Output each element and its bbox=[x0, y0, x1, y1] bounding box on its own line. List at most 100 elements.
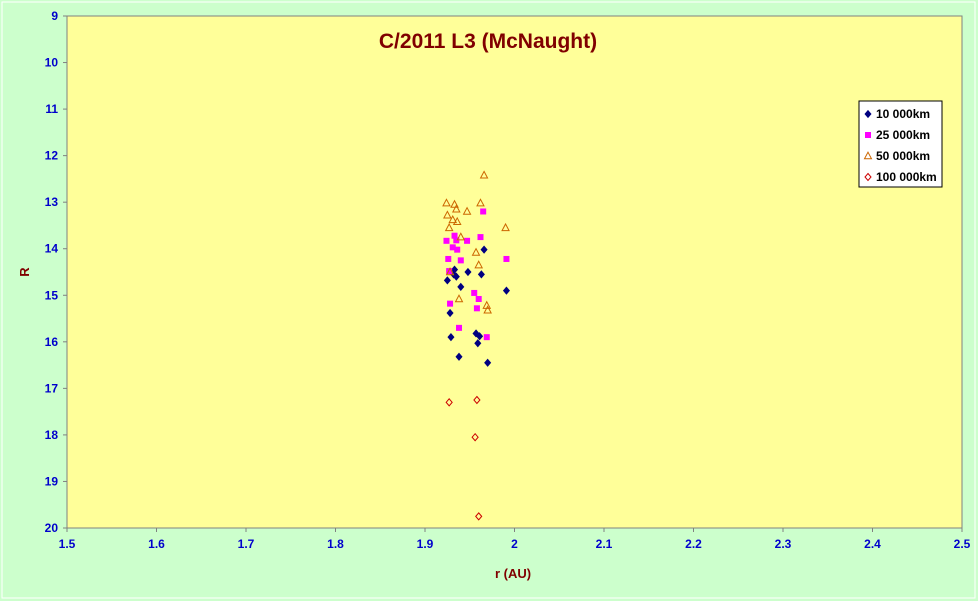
data-point bbox=[457, 257, 464, 264]
data-point bbox=[449, 244, 456, 251]
series-2 bbox=[442, 170, 510, 314]
data-point bbox=[443, 276, 451, 285]
x-tick-label: 1.7 bbox=[238, 537, 255, 551]
x-tick-label: 2.1 bbox=[596, 537, 613, 551]
data-point bbox=[475, 295, 482, 302]
x-tick-label: 2.2 bbox=[685, 537, 702, 551]
legend-label: 100 000km bbox=[876, 170, 937, 184]
data-point bbox=[476, 332, 484, 341]
data-point bbox=[483, 305, 492, 314]
series-layer bbox=[442, 170, 510, 521]
data-point bbox=[464, 267, 472, 277]
data-point bbox=[444, 222, 454, 232]
legend-marker bbox=[864, 109, 872, 119]
x-tick-label: 1.9 bbox=[417, 537, 434, 551]
data-point bbox=[452, 272, 460, 281]
y-tick-label: 17 bbox=[45, 381, 59, 395]
x-tick-label: 2.4 bbox=[864, 537, 881, 551]
data-point bbox=[477, 270, 485, 279]
data-point bbox=[445, 398, 453, 407]
data-point bbox=[445, 267, 455, 276]
data-point bbox=[477, 234, 484, 241]
data-point bbox=[442, 198, 451, 207]
data-point bbox=[443, 237, 450, 244]
data-point bbox=[501, 222, 510, 232]
y-tick-label: 18 bbox=[45, 428, 59, 442]
series-1 bbox=[443, 208, 510, 341]
y-axis: 9 10 11 12 13 14 15 16 17 18 19 20 bbox=[45, 9, 68, 535]
y-tick-label: 16 bbox=[45, 335, 59, 349]
data-point bbox=[462, 206, 472, 215]
data-point bbox=[451, 265, 459, 274]
data-point bbox=[453, 237, 460, 244]
y-tick-label: 19 bbox=[45, 474, 59, 488]
data-point bbox=[457, 282, 465, 292]
data-point bbox=[480, 245, 488, 254]
plot-area bbox=[66, 15, 963, 529]
y-axis-label: R bbox=[17, 267, 32, 277]
data-point bbox=[471, 289, 478, 296]
legend-box bbox=[858, 100, 943, 188]
x-tick-label: 1.5 bbox=[59, 537, 76, 551]
data-point bbox=[474, 260, 484, 269]
data-point bbox=[476, 198, 485, 207]
y-tick-label: 13 bbox=[45, 195, 59, 209]
x-tick-label: 2 bbox=[511, 537, 518, 551]
y-tick-label: 15 bbox=[45, 288, 59, 302]
data-point bbox=[475, 512, 483, 521]
x-axis-label: r (AU) bbox=[495, 566, 531, 581]
data-point bbox=[503, 255, 510, 262]
legend-entries: 10 000km 25 000km 50 000km 100 000km bbox=[863, 107, 937, 184]
data-point bbox=[471, 432, 479, 442]
data-point bbox=[480, 208, 487, 215]
data-point bbox=[447, 333, 455, 342]
data-point bbox=[447, 300, 454, 307]
data-point bbox=[456, 324, 463, 331]
legend-label: 50 000km bbox=[876, 149, 930, 163]
data-point bbox=[483, 334, 490, 341]
legend-label: 10 000km bbox=[876, 107, 930, 121]
data-point bbox=[484, 358, 492, 367]
x-axis: 1.5 1.6 1.7 1.8 1.9 2 2.1 2.2 2.3 2.4 2.5 bbox=[59, 527, 971, 551]
data-point bbox=[471, 247, 481, 256]
data-point bbox=[479, 170, 489, 179]
data-point bbox=[464, 237, 471, 244]
legend: 10 000km 25 000km 50 000km 100 000km bbox=[858, 100, 943, 188]
legend-marker bbox=[864, 172, 872, 182]
legend-label: 25 000km bbox=[876, 128, 930, 142]
x-tick-label: 1.6 bbox=[148, 537, 165, 551]
data-point bbox=[446, 308, 454, 318]
data-point bbox=[448, 215, 458, 224]
series-3 bbox=[445, 395, 483, 521]
data-point bbox=[443, 210, 452, 219]
data-point bbox=[446, 268, 453, 275]
y-tick-label: 9 bbox=[51, 9, 58, 23]
series-0 bbox=[443, 245, 510, 367]
data-point bbox=[473, 395, 481, 405]
data-point bbox=[450, 199, 459, 208]
data-point bbox=[456, 232, 466, 241]
data-point bbox=[445, 255, 452, 262]
data-point bbox=[452, 216, 462, 226]
x-tick-label: 2.3 bbox=[775, 537, 792, 551]
legend-marker bbox=[863, 151, 873, 160]
legend-marker bbox=[865, 132, 871, 138]
data-point bbox=[454, 246, 461, 253]
x-tick-label: 2.5 bbox=[954, 537, 971, 551]
data-point bbox=[451, 204, 461, 213]
data-point bbox=[474, 339, 482, 348]
y-tick-label: 20 bbox=[45, 521, 59, 535]
y-tick-label: 14 bbox=[45, 242, 59, 256]
y-tick-label: 12 bbox=[45, 149, 59, 163]
data-point bbox=[502, 286, 510, 295]
data-point bbox=[454, 294, 464, 303]
chart-title: C/2011 L3 (McNaught) bbox=[379, 30, 597, 53]
data-point bbox=[473, 305, 480, 312]
data-point bbox=[455, 352, 463, 361]
x-tick-label: 1.8 bbox=[327, 537, 344, 551]
y-tick-label: 11 bbox=[45, 102, 58, 116]
y-tick-label: 10 bbox=[45, 56, 59, 70]
data-point bbox=[451, 232, 458, 239]
